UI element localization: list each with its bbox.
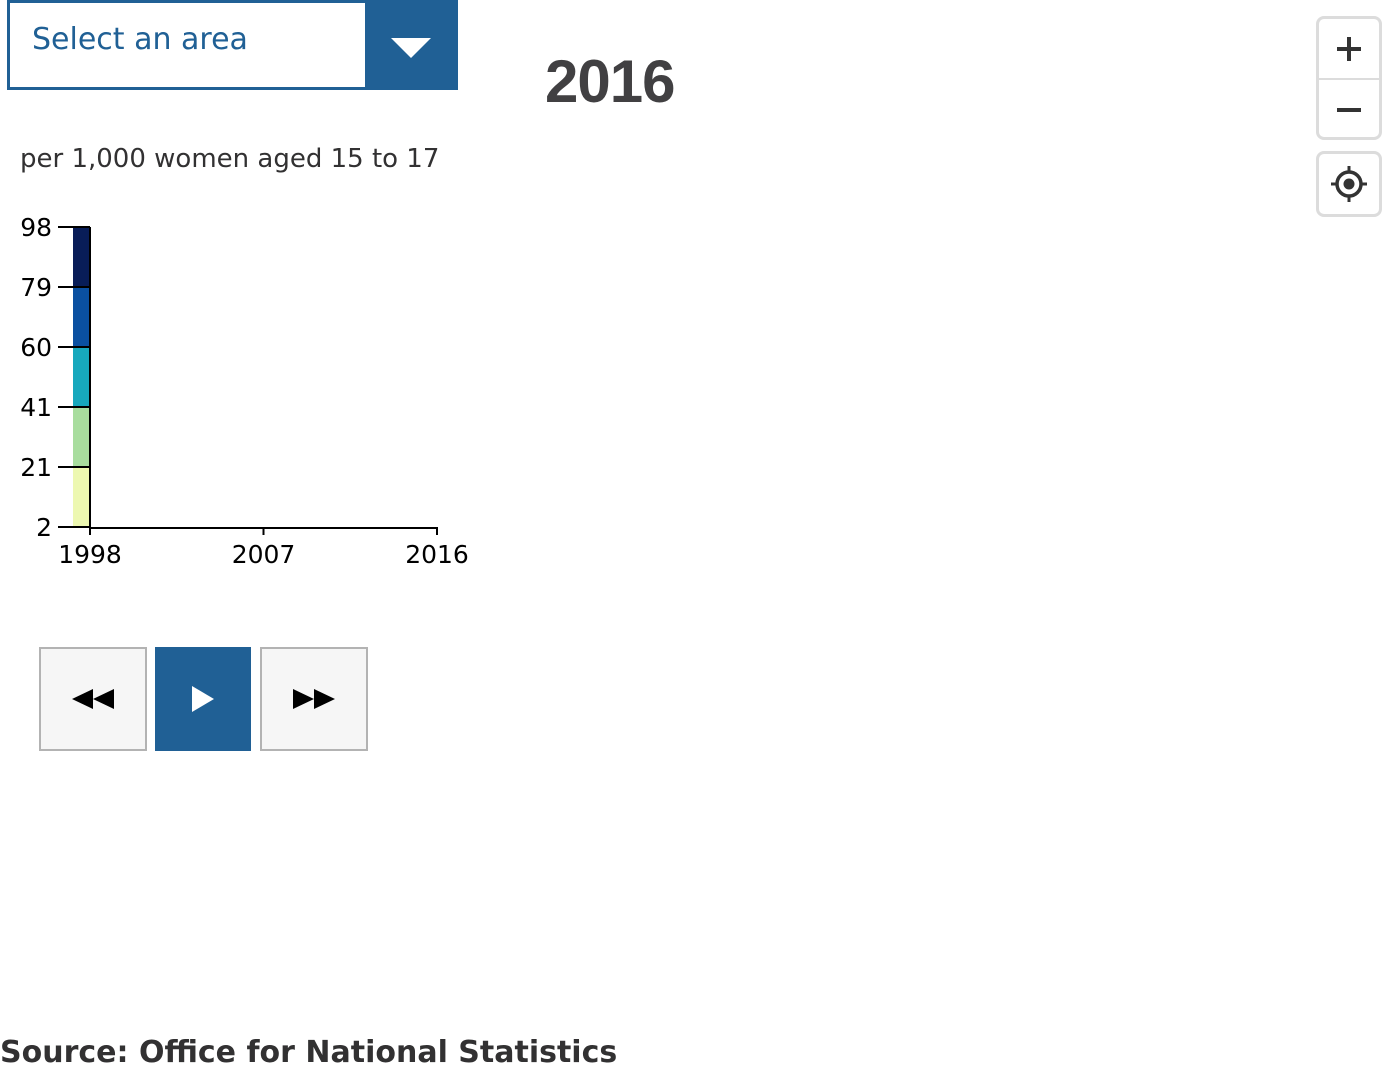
- y-tick-label: 21: [20, 453, 52, 482]
- minus-icon: [1337, 107, 1361, 112]
- triangle-down-icon: [391, 38, 431, 58]
- y-tick-label: 98: [20, 213, 52, 242]
- area-select-toggle-button[interactable]: [365, 0, 458, 90]
- back-button[interactable]: [39, 647, 147, 751]
- play-icon: [192, 686, 214, 712]
- legend-band: [73, 407, 90, 467]
- fast-forward-icon: [293, 689, 335, 709]
- play-button[interactable]: [155, 647, 251, 751]
- legend-unit-label: per 1,000 women aged 15 to 17: [20, 144, 440, 174]
- rewind-icon: [72, 689, 114, 709]
- zoom-out-button[interactable]: [1319, 80, 1379, 137]
- y-tick-label: 79: [20, 273, 52, 302]
- locate-button[interactable]: [1316, 151, 1382, 217]
- area-select-label: Select an area: [32, 22, 248, 57]
- x-tick-label: 2016: [405, 540, 469, 569]
- year-title: 2016: [545, 48, 675, 115]
- x-tick-label: 1998: [58, 540, 122, 569]
- legend-chart: 2 21 41 60 79 98 1998 2007 2016: [20, 213, 469, 569]
- legend-band: [73, 467, 90, 527]
- y-tick-label: 60: [20, 333, 52, 362]
- source-credit: Source: Office for National Statistics: [0, 1035, 618, 1070]
- zoom-control-group: [1316, 16, 1382, 140]
- area-select-dropdown[interactable]: Select an area: [7, 0, 458, 90]
- zoom-in-button[interactable]: [1319, 19, 1379, 80]
- legend-band: [73, 287, 90, 347]
- legend-band: [73, 227, 90, 287]
- x-tick-label: 2007: [232, 540, 296, 569]
- legend-band: [73, 347, 90, 407]
- locate-icon: [1331, 166, 1367, 202]
- y-tick-label: 2: [36, 513, 52, 542]
- forward-button[interactable]: [260, 647, 368, 751]
- plus-icon: [1337, 36, 1361, 61]
- y-tick-label: 41: [20, 393, 52, 422]
